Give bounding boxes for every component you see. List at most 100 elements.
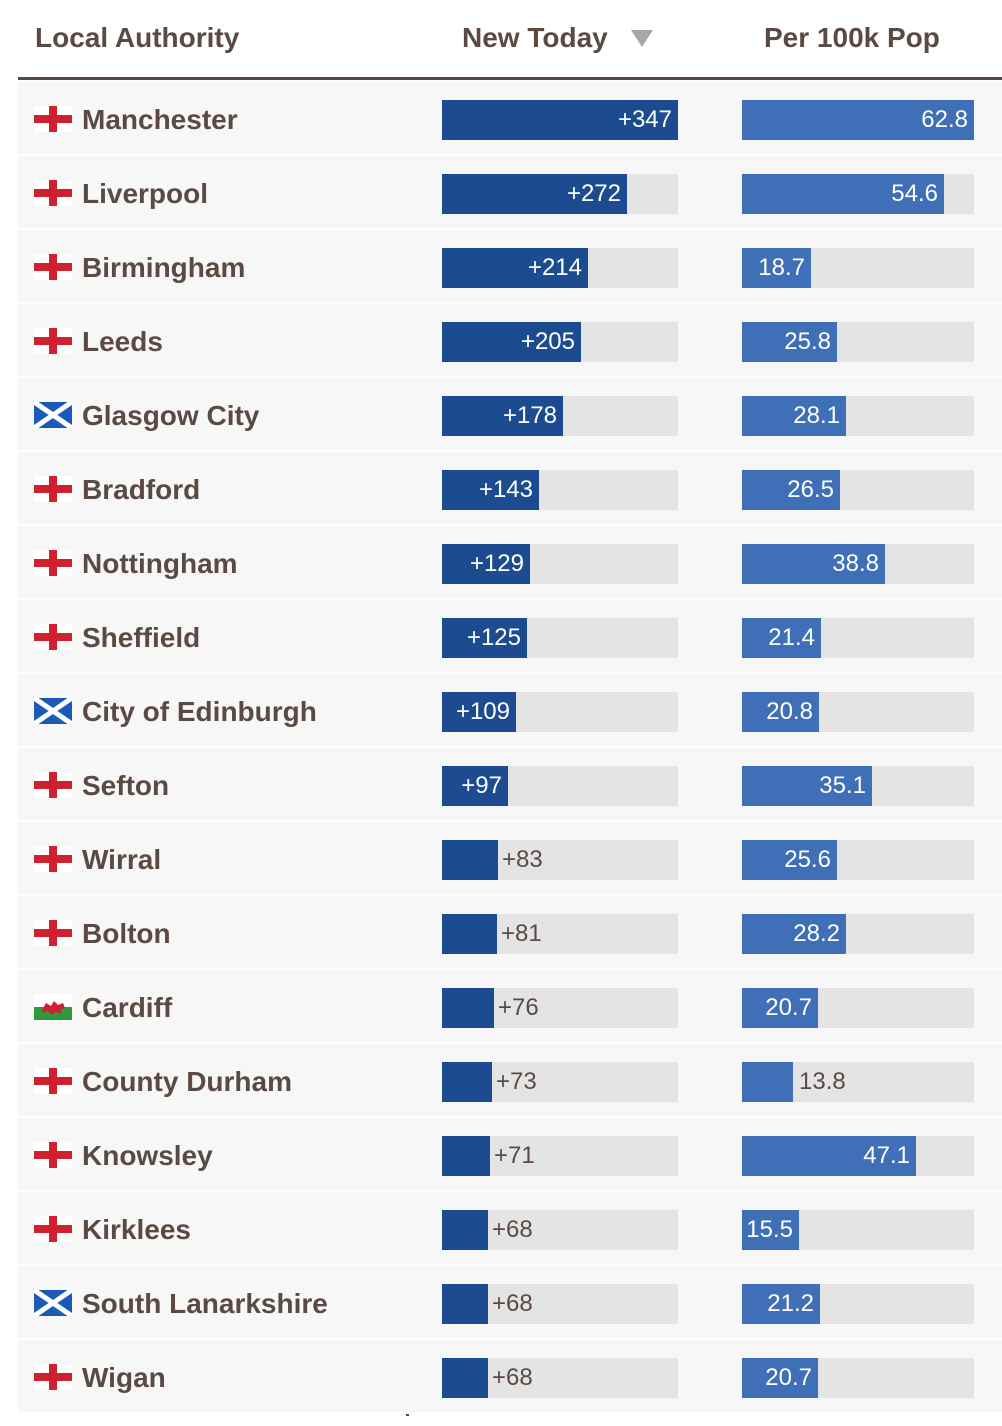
new-today-bar [442,1358,488,1398]
per-100k-bar [742,396,846,436]
column-header-new-today[interactable]: New Today [462,22,608,53]
new-today-bar [442,1210,488,1250]
england-flag-icon [34,328,72,354]
new-today-bar-track: +205 [442,322,678,362]
new-today-value: +125 [466,624,521,651]
england-flag-icon [34,1068,72,1094]
per-100k-bar-track: 21.2 [742,1284,974,1324]
table-row[interactable]: Wirral +83 25.6 [18,822,1002,896]
table-row[interactable]: Cardiff +76 20.7 [18,970,1002,1044]
new-today-value: +143 [478,476,533,503]
per-100k-bar [742,248,811,288]
new-today-bar-track: +214 [442,248,678,288]
table-row[interactable]: Sheffield +125 21.4 [18,600,1002,674]
new-today-bar [442,988,494,1028]
per-100k-value: 15.5 [746,1216,793,1243]
per-100k-bar-track: 47.1 [742,1136,974,1176]
per-100k-value: 20.7 [765,994,812,1021]
per-100k-bar [742,470,840,510]
local-authority-name: Wirral [82,844,162,875]
local-authority-name: Bolton [82,918,171,949]
new-today-bar-track: +81 [442,914,678,954]
per-100k-value: 62.8 [921,106,968,133]
local-authority-name: Kirklees [82,1214,191,1245]
sort-descending-icon[interactable] [631,30,653,47]
table-row[interactable]: Glasgow City +178 28.1 [18,378,1002,452]
new-today-bar [442,322,581,362]
per-100k-bar-track: 28.1 [742,396,974,436]
local-authority-name: County Durham [82,1066,292,1097]
per-100k-value: 26.5 [787,476,834,503]
table-row[interactable]: South Lanarkshire +68 21.2 [18,1266,1002,1340]
new-today-value: +81 [501,920,542,947]
new-today-bar-track: +76 [442,988,678,1028]
england-flag-icon [34,846,72,872]
table-row[interactable]: Wigan +68 20.7 [18,1340,1002,1414]
new-today-value: +76 [498,994,539,1021]
per-100k-bar [742,692,819,732]
per-100k-bar [742,100,974,140]
scotland-flag-icon [34,698,72,724]
local-authority-name: Cardiff [82,992,173,1023]
new-today-bar [442,766,508,806]
per-100k-value: 25.8 [784,328,831,355]
table-row[interactable]: Bolton +81 28.2 [18,896,1002,970]
per-100k-value: 13.8 [799,1068,846,1095]
table-row[interactable]: Bradford +143 26.5 [18,452,1002,526]
new-today-bar-track: +143 [442,470,678,510]
new-today-value: +97 [461,772,502,799]
per-100k-bar-track: 38.8 [742,544,974,584]
table-row[interactable]: Kirklees +68 15.5 [18,1192,1002,1266]
per-100k-bar-track: 35.1 [742,766,974,806]
per-100k-bar [742,322,837,362]
table-row[interactable]: City of Edinburgh +109 20.8 [18,674,1002,748]
england-flag-icon [34,624,72,650]
new-today-bar-track: +125 [442,618,678,658]
new-today-value: +71 [494,1142,535,1169]
local-authority-name: City of Edinburgh [82,696,317,727]
table-row[interactable]: County Durham +73 13.8 [18,1044,1002,1118]
per-100k-bar-track: 13.8 [742,1062,974,1102]
per-100k-bar-track: 20.8 [742,692,974,732]
table-body: Manchester +347 62.8 Liverpool +272 54.6 Birmi… [18,82,1002,1414]
wales-flag-icon [34,994,72,1020]
per-100k-bar [742,840,837,880]
per-100k-value: 28.2 [793,920,840,947]
table-row[interactable]: Leeds +205 25.8 [18,304,1002,378]
per-100k-bar-track: 62.8 [742,100,974,140]
new-today-bar [442,914,497,954]
new-today-value: +68 [492,1216,533,1243]
per-100k-bar-track: 20.7 [742,1358,974,1398]
table-row[interactable]: Liverpool +272 54.6 [18,156,1002,230]
local-authority-name: Wigan [82,1362,166,1393]
column-header-per-100k-pop[interactable]: Per 100k Pop [764,22,940,53]
new-today-bar-track: +68 [442,1210,678,1250]
england-flag-icon [34,772,72,798]
per-100k-bar-track: 20.7 [742,988,974,1028]
new-today-bar-track: +347 [442,100,678,140]
table-row[interactable]: Nottingham +129 38.8 [18,526,1002,600]
new-today-bar [442,692,516,732]
new-today-bar [442,396,563,436]
england-flag-icon [34,920,72,946]
new-today-bar-track: +68 [442,1358,678,1398]
table-row[interactable]: Sefton +97 35.1 [18,748,1002,822]
table-row[interactable]: Knowsley +71 47.1 [18,1118,1002,1192]
per-100k-bar [742,1210,799,1250]
new-today-bar-track: +71 [442,1136,678,1176]
per-100k-value: 21.2 [767,1290,814,1317]
table-row[interactable]: Manchester +347 62.8 [18,82,1002,156]
local-authority-name: Manchester [82,104,238,135]
local-authority-name: Knowsley [82,1140,213,1171]
new-today-value: +272 [566,180,621,207]
england-flag-icon [34,1364,72,1390]
per-100k-value: 20.8 [766,698,813,725]
england-flag-icon [34,476,72,502]
new-today-bar-track: +97 [442,766,678,806]
new-today-value: +347 [617,106,672,133]
england-flag-icon [34,1142,72,1168]
new-today-bar [442,1062,492,1102]
new-today-bar [442,470,539,510]
table-row[interactable]: Birmingham +214 18.7 [18,230,1002,304]
column-header-local-authority[interactable]: Local Authority [35,22,240,53]
